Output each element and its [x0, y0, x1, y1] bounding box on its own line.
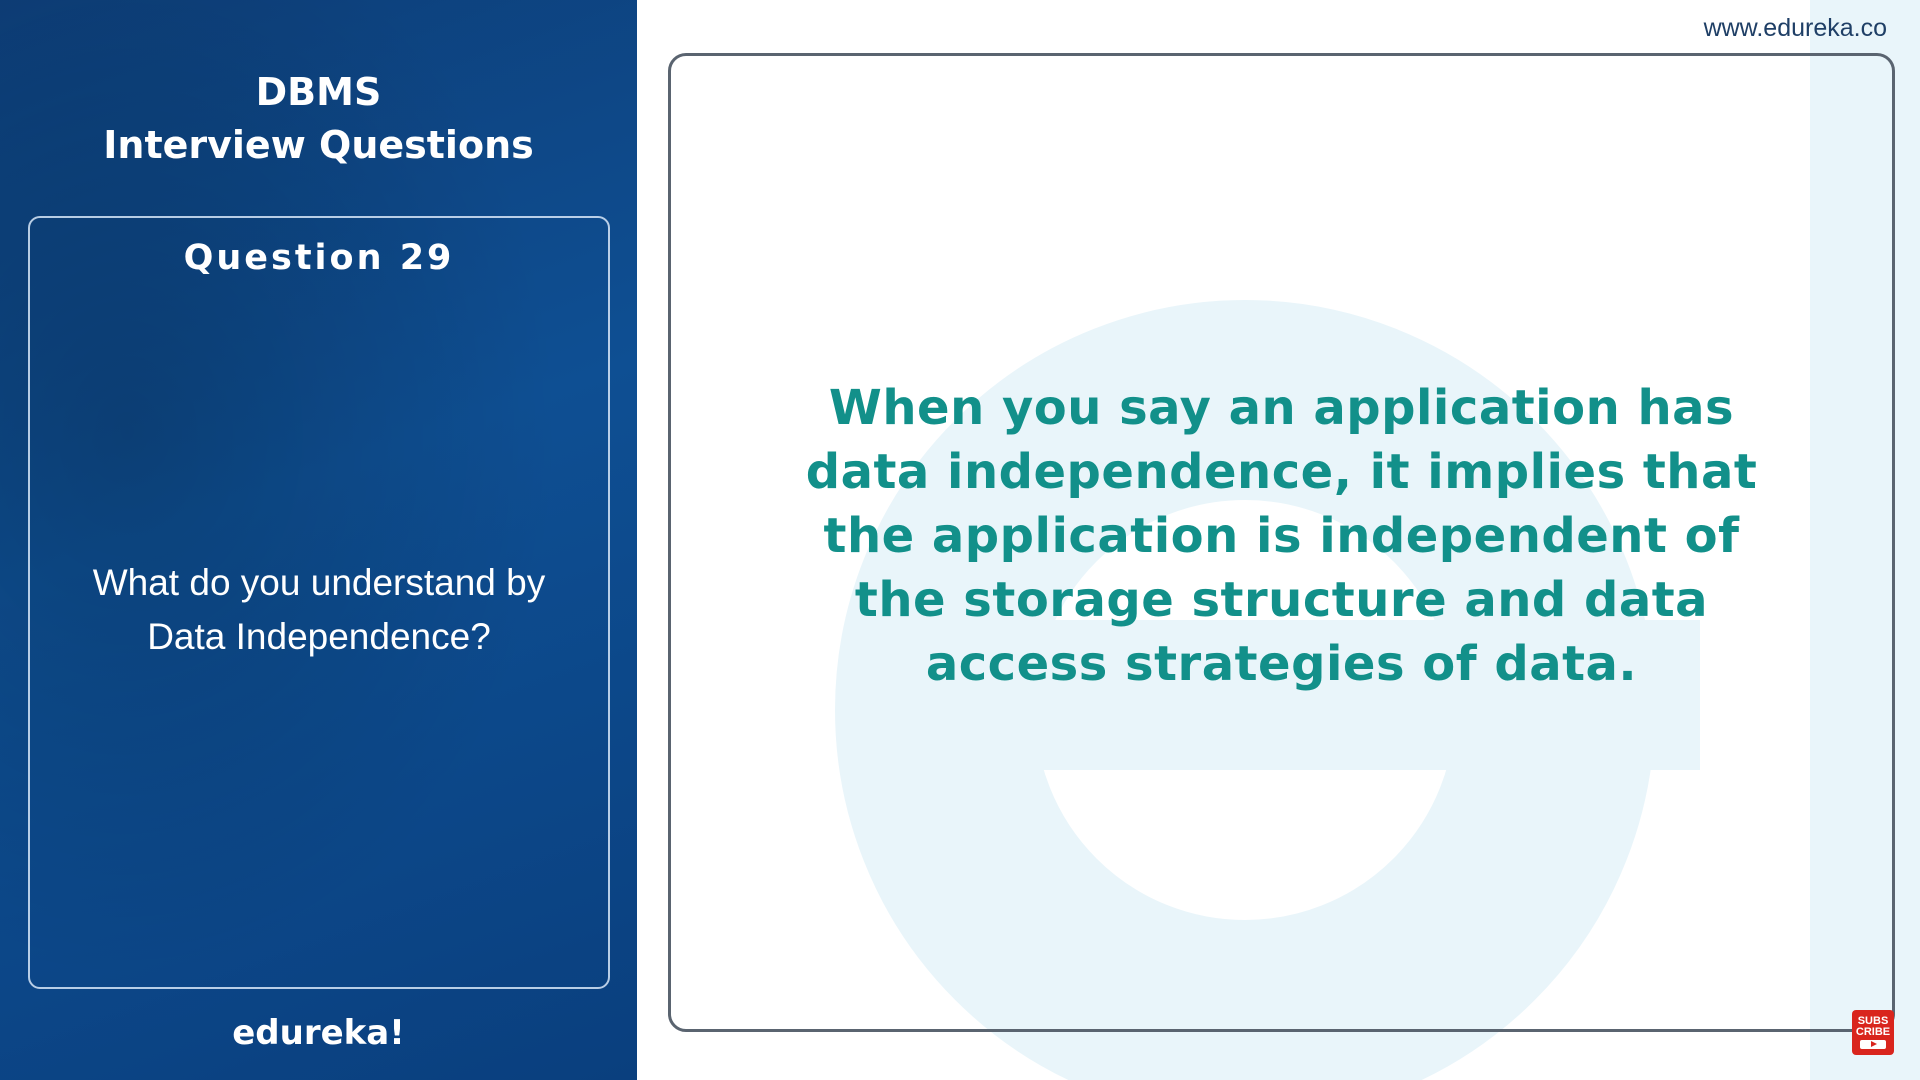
edureka-watermark-logo — [640, 0, 1920, 1080]
question-card: Question 29 What do you understand by Da… — [28, 216, 610, 989]
edureka-logo: edureka! — [232, 1013, 405, 1053]
play-icon — [1860, 1040, 1886, 1049]
subscribe-button[interactable]: SUBS CRIBE — [1852, 1010, 1894, 1055]
watermark-bar — [880, 620, 1700, 770]
panel-title-line2: Interview Questions — [103, 123, 534, 167]
site-url: www.edureka.co — [1703, 14, 1887, 42]
panel-title: DBMS Interview Questions — [0, 66, 637, 172]
question-panel: DBMS Interview Questions Question 29 Wha… — [0, 0, 637, 1080]
panel-title-line1: DBMS — [255, 70, 382, 114]
answer-card: When you say an application has data ind… — [668, 53, 1895, 1032]
question-number: Question 29 — [183, 238, 455, 278]
answer-text: When you say an application has data ind… — [805, 380, 1758, 692]
subscribe-label: SUBS CRIBE — [1855, 1015, 1891, 1038]
watermark-stripe — [1810, 0, 1920, 1080]
question-text: What do you understand by Data Independe… — [92, 562, 546, 657]
